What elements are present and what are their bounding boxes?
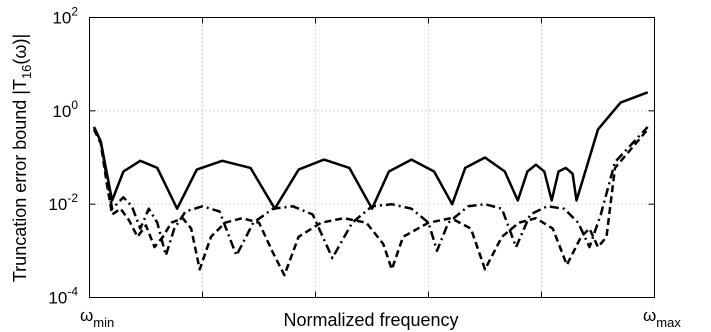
plot-frame — [89, 17, 655, 298]
y-tick-label-2: 10-2 — [48, 191, 78, 214]
series-group — [92, 91, 649, 277]
y-tick-labels: 102 100 10-2 10-4 — [48, 5, 78, 308]
x-tick-label-max: ωmax — [643, 306, 681, 330]
series-line-dashed — [92, 128, 649, 277]
axis-ticks — [89, 17, 655, 298]
series-line-dashdot — [92, 126, 649, 260]
y-tick-label-1: 100 — [52, 98, 78, 121]
grid — [89, 17, 655, 298]
series-line-solid — [92, 91, 649, 210]
y-axis-label: Truncation error bound |T16(ω)| — [10, 34, 34, 282]
y-tick-label-3: 10-4 — [48, 285, 78, 308]
x-tick-label-min: ωmin — [80, 306, 114, 330]
x-axis-label: Normalized frequency — [283, 310, 458, 330]
y-tick-label-0: 102 — [52, 5, 78, 28]
